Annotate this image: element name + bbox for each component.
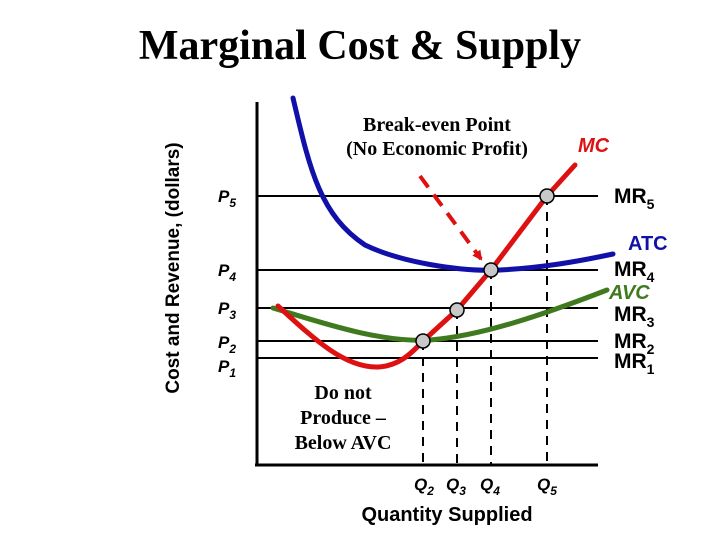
avc-label: AVC [608, 282, 650, 304]
below-avc-label-line2: Produce – [300, 407, 387, 429]
atc-label: ATC [628, 233, 668, 255]
q2-label: Q2 [414, 475, 434, 498]
mr3-label: MR3 [614, 303, 655, 330]
break-even-arrow [418, 174, 483, 261]
mr4-label: MR4 [614, 258, 655, 285]
p1-label: P1 [218, 357, 236, 380]
break-even-label-line2: (No Economic Profit) [346, 138, 528, 160]
mr1-label: MR1 [614, 350, 655, 377]
below-avc-label-line1: Do not [314, 382, 372, 404]
point-q3 [449, 302, 465, 318]
point-q2 [415, 333, 431, 349]
point-q4-break-even [483, 262, 499, 278]
p4-label: P4 [218, 261, 236, 284]
p3-label: P3 [218, 299, 236, 322]
q4-label: Q4 [480, 475, 500, 498]
x-axis-label: Quantity Supplied [361, 504, 532, 526]
diagram-title: Marginal Cost & Supply [138, 23, 582, 69]
avc-curve [270, 287, 610, 343]
atc-curve [290, 95, 616, 273]
p5-label: P5 [218, 187, 236, 210]
below-avc-label-line3: Below AVC [295, 432, 392, 454]
q3-label: Q3 [446, 475, 466, 498]
break-even-label-line1: Break-even Point [363, 114, 511, 136]
mc-label: MC [578, 135, 610, 157]
mr5-label: MR5 [614, 185, 655, 212]
point-q5 [539, 188, 555, 204]
mr2-label: MR2 [614, 330, 655, 357]
q5-label: Q5 [537, 475, 557, 498]
p2-label: P2 [218, 333, 236, 356]
